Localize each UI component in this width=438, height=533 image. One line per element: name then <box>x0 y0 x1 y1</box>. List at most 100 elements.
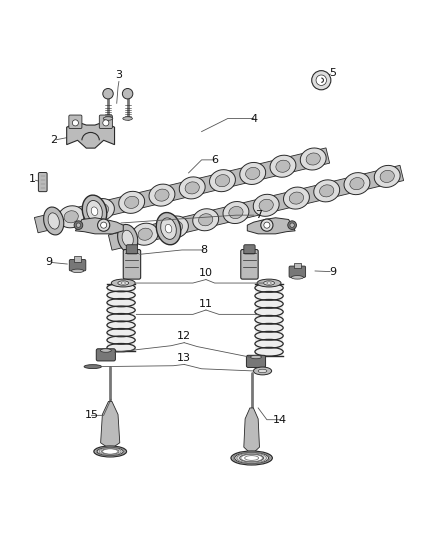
Text: 9: 9 <box>45 257 52 267</box>
Text: 10: 10 <box>199 268 213 278</box>
Ellipse shape <box>82 195 107 228</box>
Ellipse shape <box>240 163 266 184</box>
Ellipse shape <box>267 282 271 284</box>
FancyBboxPatch shape <box>69 260 86 271</box>
Ellipse shape <box>374 165 400 188</box>
Circle shape <box>312 71 331 90</box>
Ellipse shape <box>155 189 169 201</box>
Ellipse shape <box>122 230 133 247</box>
Circle shape <box>103 120 109 126</box>
FancyBboxPatch shape <box>244 245 255 254</box>
Text: 3: 3 <box>115 70 122 80</box>
Ellipse shape <box>168 221 183 233</box>
Polygon shape <box>247 218 295 234</box>
Ellipse shape <box>306 153 320 165</box>
FancyBboxPatch shape <box>39 173 47 192</box>
Ellipse shape <box>121 282 125 284</box>
Ellipse shape <box>100 349 111 352</box>
Circle shape <box>122 88 133 99</box>
FancyBboxPatch shape <box>123 249 141 279</box>
Ellipse shape <box>193 209 219 231</box>
FancyBboxPatch shape <box>99 115 113 128</box>
Ellipse shape <box>149 184 175 206</box>
Ellipse shape <box>290 192 304 204</box>
Ellipse shape <box>291 276 304 279</box>
Ellipse shape <box>94 204 109 216</box>
Text: 6: 6 <box>211 155 218 165</box>
Polygon shape <box>67 122 115 148</box>
Text: 14: 14 <box>273 415 287 425</box>
Ellipse shape <box>156 213 181 245</box>
Text: 15: 15 <box>85 410 99 421</box>
Circle shape <box>103 88 113 99</box>
Ellipse shape <box>118 224 138 252</box>
Bar <box>74 256 81 262</box>
Bar <box>294 263 301 268</box>
FancyBboxPatch shape <box>69 115 82 128</box>
Ellipse shape <box>350 177 364 190</box>
Circle shape <box>288 221 297 230</box>
Ellipse shape <box>64 211 78 223</box>
Ellipse shape <box>87 200 102 222</box>
Polygon shape <box>101 401 120 449</box>
Ellipse shape <box>58 206 84 228</box>
Text: 2: 2 <box>50 135 57 146</box>
Ellipse shape <box>102 449 119 454</box>
Ellipse shape <box>84 365 102 368</box>
Circle shape <box>72 120 78 126</box>
Ellipse shape <box>344 173 370 195</box>
Ellipse shape <box>88 199 114 221</box>
Ellipse shape <box>119 191 145 213</box>
Ellipse shape <box>259 199 273 212</box>
Ellipse shape <box>94 446 127 457</box>
Text: 1: 1 <box>29 174 36 184</box>
FancyBboxPatch shape <box>96 349 116 361</box>
Ellipse shape <box>253 195 279 216</box>
Ellipse shape <box>215 175 230 187</box>
Ellipse shape <box>246 167 260 180</box>
Ellipse shape <box>229 206 243 219</box>
Polygon shape <box>35 148 330 233</box>
Bar <box>107 284 135 351</box>
Text: 5: 5 <box>329 68 336 78</box>
Ellipse shape <box>124 196 139 208</box>
Ellipse shape <box>138 228 152 240</box>
Ellipse shape <box>283 187 309 209</box>
FancyBboxPatch shape <box>241 249 258 279</box>
Ellipse shape <box>123 117 132 120</box>
FancyBboxPatch shape <box>126 245 138 254</box>
Text: 11: 11 <box>199 298 213 309</box>
Ellipse shape <box>270 155 296 177</box>
Ellipse shape <box>44 207 64 235</box>
Circle shape <box>98 219 110 231</box>
Text: 4: 4 <box>250 114 258 124</box>
Ellipse shape <box>209 169 235 192</box>
Ellipse shape <box>258 369 267 373</box>
Polygon shape <box>75 218 123 234</box>
Ellipse shape <box>91 207 98 215</box>
Text: 13: 13 <box>177 353 191 363</box>
Ellipse shape <box>118 281 129 285</box>
Ellipse shape <box>111 279 135 287</box>
Ellipse shape <box>161 218 177 239</box>
Ellipse shape <box>253 367 272 375</box>
Ellipse shape <box>198 214 213 226</box>
Ellipse shape <box>320 185 334 197</box>
Ellipse shape <box>162 216 188 238</box>
Ellipse shape <box>48 213 59 229</box>
FancyBboxPatch shape <box>247 356 265 367</box>
Circle shape <box>101 222 107 228</box>
Ellipse shape <box>132 223 158 245</box>
Ellipse shape <box>231 451 272 465</box>
Text: 8: 8 <box>200 245 207 255</box>
Ellipse shape <box>235 453 268 464</box>
Text: 9: 9 <box>329 266 336 277</box>
Circle shape <box>264 222 270 228</box>
Ellipse shape <box>165 224 172 233</box>
Text: 12: 12 <box>177 332 191 341</box>
Ellipse shape <box>223 201 249 223</box>
Ellipse shape <box>276 160 290 172</box>
Ellipse shape <box>240 454 264 462</box>
Ellipse shape <box>300 148 326 170</box>
Ellipse shape <box>380 171 394 182</box>
